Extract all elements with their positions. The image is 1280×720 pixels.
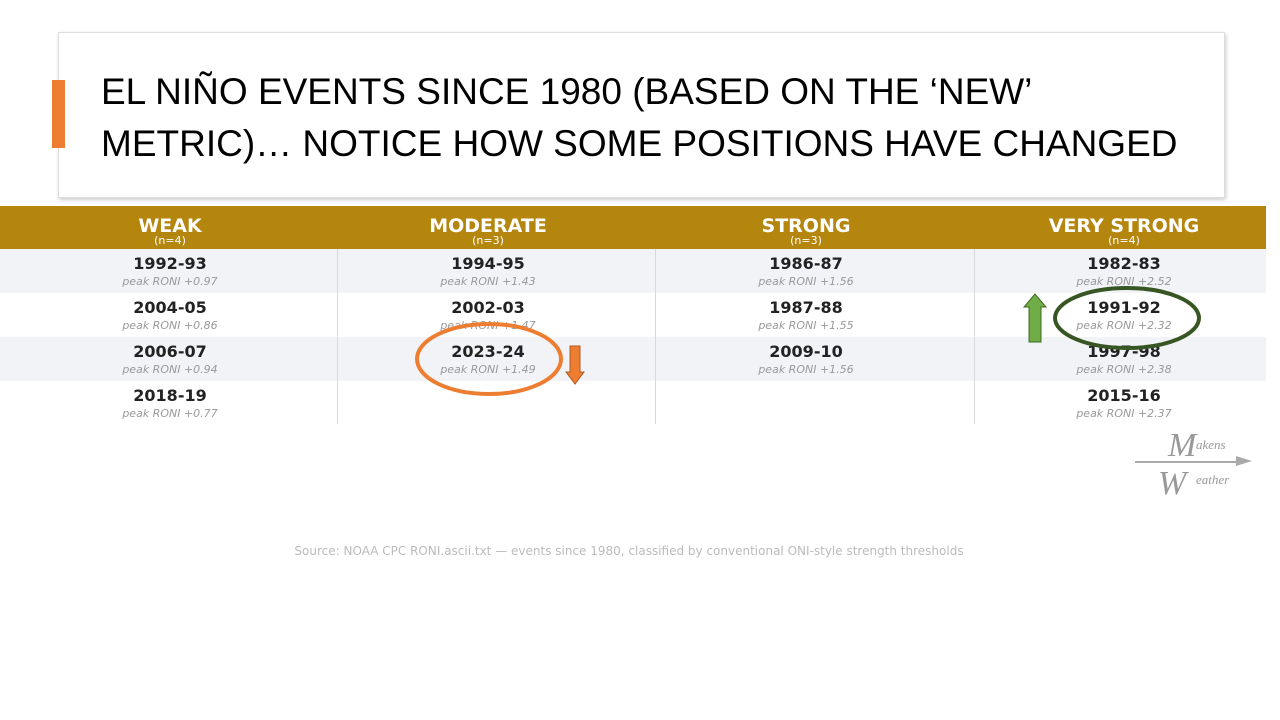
event-peak: peak RONI +1.56 bbox=[758, 275, 854, 288]
column-divider bbox=[655, 249, 656, 424]
event-peak: peak RONI +0.77 bbox=[122, 407, 218, 420]
highlight-ellipse bbox=[415, 322, 563, 396]
down-arrow bbox=[565, 345, 585, 385]
column-header: STRONG bbox=[761, 215, 851, 237]
event-peak: peak RONI +1.55 bbox=[758, 319, 854, 332]
event-peak: peak RONI +1.56 bbox=[758, 363, 854, 376]
event-years: 1992-93 bbox=[133, 254, 207, 273]
event-years: 1991-92 bbox=[1087, 298, 1161, 317]
event-peak: peak RONI +2.52 bbox=[1076, 275, 1172, 288]
logo-text: akens bbox=[1196, 437, 1226, 452]
event-years: 1987-88 bbox=[769, 298, 843, 317]
up-arrow bbox=[1022, 293, 1048, 343]
table-row bbox=[0, 337, 1266, 381]
column-count: (n=3) bbox=[472, 234, 504, 247]
header-bar bbox=[0, 206, 1266, 249]
event-years: 1982-83 bbox=[1087, 254, 1161, 273]
event-peak: peak RONI +2.32 bbox=[1076, 319, 1172, 332]
event-peak: peak RONI +1.49 bbox=[440, 363, 536, 376]
column-count: (n=4) bbox=[154, 234, 186, 247]
event-years: 1986-87 bbox=[769, 254, 843, 273]
event-years: 2004-05 bbox=[133, 298, 207, 317]
accent-bar bbox=[52, 80, 65, 148]
title-box bbox=[58, 32, 1225, 198]
column-header: VERY STRONG bbox=[1048, 215, 1200, 237]
logo-letter: M bbox=[1167, 427, 1198, 464]
logo-letter: W bbox=[1158, 465, 1189, 502]
event-years: 2018-19 bbox=[133, 386, 207, 405]
event-years: 1994-95 bbox=[451, 254, 525, 273]
event-peak: peak RONI +0.86 bbox=[122, 319, 218, 332]
event-peak: peak RONI +1.43 bbox=[440, 275, 536, 288]
event-years: 2006-07 bbox=[133, 342, 207, 361]
event-peak: peak RONI +2.37 bbox=[1076, 407, 1172, 420]
column-header: WEAK bbox=[138, 215, 202, 237]
event-years: 2009-10 bbox=[769, 342, 843, 361]
event-peak: peak RONI +0.97 bbox=[122, 275, 218, 288]
table-row bbox=[0, 249, 1266, 293]
source-note: Source: NOAA CPC RONI.ascii.txt — events… bbox=[294, 544, 964, 558]
event-years: 2002-03 bbox=[451, 298, 525, 317]
table-row bbox=[0, 381, 1266, 425]
title: EL NIÑO EVENTS SINCE 1980 (BASED ON THE … bbox=[101, 71, 1178, 164]
column-count: (n=3) bbox=[790, 234, 822, 247]
column-header: MODERATE bbox=[429, 215, 547, 237]
column-divider bbox=[974, 249, 975, 424]
event-peak: peak RONI +0.94 bbox=[122, 363, 218, 376]
column-count: (n=4) bbox=[1108, 234, 1140, 247]
highlight-ellipse bbox=[1053, 286, 1201, 350]
column-divider bbox=[337, 249, 338, 424]
event-peak: peak RONI +2.38 bbox=[1076, 363, 1172, 376]
logo-text: eather bbox=[1196, 472, 1230, 487]
event-years: 2015-16 bbox=[1087, 386, 1161, 405]
event-years: 2023-24 bbox=[451, 342, 525, 361]
logo: M akens W eather bbox=[1135, 427, 1252, 502]
logo-arrowhead bbox=[1236, 456, 1252, 466]
